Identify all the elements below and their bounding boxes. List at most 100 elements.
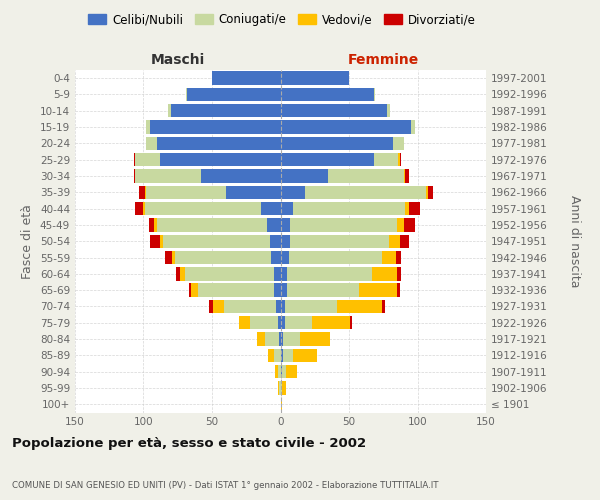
Bar — [135, 170, 201, 182]
Bar — [286, 365, 297, 378]
Bar — [151, 234, 160, 248]
Bar — [281, 104, 388, 118]
Bar — [404, 170, 405, 182]
Bar — [281, 170, 328, 182]
Bar — [145, 202, 262, 215]
Bar — [281, 186, 305, 199]
Bar — [281, 365, 282, 378]
Text: Popolazione per età, sesso e stato civile - 2002: Popolazione per età, sesso e stato civil… — [12, 438, 366, 450]
Bar — [374, 88, 375, 101]
Bar — [405, 202, 409, 215]
Bar — [397, 267, 401, 280]
Bar — [257, 332, 265, 346]
Bar — [289, 251, 382, 264]
Bar — [372, 267, 397, 280]
Bar — [426, 186, 428, 199]
Bar — [281, 88, 374, 101]
Bar — [282, 382, 286, 394]
Bar — [281, 72, 349, 85]
Bar — [168, 104, 171, 118]
Bar — [157, 136, 281, 150]
Bar — [275, 365, 278, 378]
Bar — [274, 284, 281, 297]
Bar — [189, 284, 191, 297]
Bar — [281, 136, 393, 150]
Bar — [274, 348, 281, 362]
Bar — [409, 202, 420, 215]
Bar — [428, 186, 433, 199]
Bar — [281, 300, 284, 313]
Bar — [274, 267, 281, 280]
Bar — [312, 316, 350, 330]
Bar — [281, 251, 289, 264]
Bar — [382, 300, 385, 313]
Bar — [139, 186, 145, 199]
Bar — [382, 251, 395, 264]
Bar — [279, 382, 281, 394]
Bar — [134, 170, 135, 182]
Bar — [239, 316, 250, 330]
Bar — [299, 332, 330, 346]
Bar — [265, 332, 279, 346]
Bar — [163, 234, 269, 248]
Y-axis label: Fasce di età: Fasce di età — [22, 204, 34, 279]
Bar — [293, 348, 317, 362]
Bar — [281, 218, 290, 232]
Bar — [328, 170, 404, 182]
Text: COMUNE DI SAN GENESIO ED UNITI (PV) - Dati ISTAT 1° gennaio 2002 - Elaborazione : COMUNE DI SAN GENESIO ED UNITI (PV) - Da… — [12, 480, 439, 490]
Bar — [135, 153, 160, 166]
Bar — [397, 284, 400, 297]
Bar — [281, 202, 293, 215]
Bar — [134, 153, 135, 166]
Bar — [209, 300, 214, 313]
Bar — [166, 251, 172, 264]
Bar — [269, 234, 281, 248]
Bar — [143, 202, 145, 215]
Bar — [186, 88, 187, 101]
Bar — [281, 267, 287, 280]
Bar — [404, 218, 415, 232]
Bar — [176, 267, 181, 280]
Bar — [187, 88, 281, 101]
Bar — [283, 332, 299, 346]
Bar — [281, 348, 283, 362]
Bar — [359, 284, 397, 297]
Bar — [185, 267, 274, 280]
Bar — [293, 202, 405, 215]
Bar — [281, 120, 410, 134]
Bar — [290, 234, 389, 248]
Bar — [146, 186, 226, 199]
Bar — [393, 136, 404, 150]
Bar — [267, 218, 281, 232]
Bar — [172, 251, 175, 264]
Bar — [281, 153, 374, 166]
Bar — [283, 348, 293, 362]
Bar — [214, 300, 224, 313]
Bar — [146, 120, 151, 134]
Bar — [350, 316, 352, 330]
Bar — [284, 300, 337, 313]
Bar — [281, 398, 282, 411]
Bar — [191, 284, 198, 297]
Bar — [277, 300, 281, 313]
Bar — [250, 316, 278, 330]
Bar — [281, 332, 283, 346]
Bar — [224, 300, 277, 313]
Bar — [171, 104, 281, 118]
Bar — [198, 284, 274, 297]
Bar — [337, 300, 382, 313]
Y-axis label: Anni di nascita: Anni di nascita — [568, 195, 581, 288]
Bar — [268, 348, 274, 362]
Bar — [400, 234, 409, 248]
Bar — [284, 316, 312, 330]
Text: Femmine: Femmine — [347, 54, 419, 68]
Bar — [278, 365, 281, 378]
Bar — [160, 234, 163, 248]
Bar — [149, 218, 154, 232]
Bar — [281, 284, 287, 297]
Bar — [181, 267, 185, 280]
Bar — [400, 153, 401, 166]
Bar — [278, 316, 281, 330]
Bar — [146, 136, 157, 150]
Bar — [305, 186, 426, 199]
